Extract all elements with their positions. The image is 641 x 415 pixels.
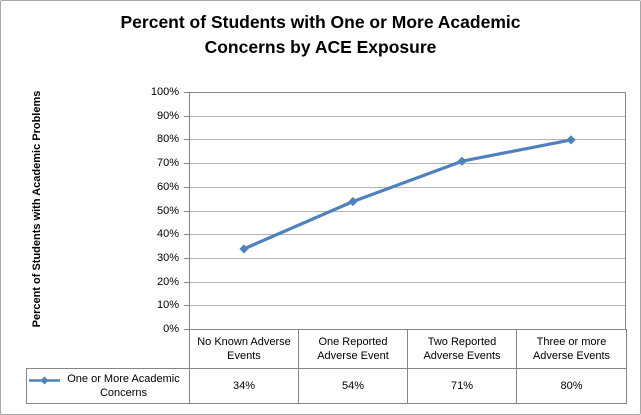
y-tick-label: 0% xyxy=(163,323,179,335)
y-tick-label: 70% xyxy=(156,157,179,170)
category-header-cell: No Known Adverse Events xyxy=(189,329,299,369)
y-tick-label: 60% xyxy=(156,180,179,193)
y-tick-label: 100% xyxy=(150,86,179,98)
category-header-cell: Three or more Adverse Events xyxy=(516,329,627,369)
y-tick-label: 40% xyxy=(156,228,179,241)
table-corner-cell xyxy=(27,330,190,369)
y-axis-title: Percent of Students with Academic Proble… xyxy=(31,90,43,328)
table-header-row: No Known Adverse Events One Reported Adve… xyxy=(27,329,627,369)
series-name: One or More Academic Concerns xyxy=(67,373,180,399)
category-header-cell: Two Reported Adverse Events xyxy=(407,329,517,369)
chart-title-line1: Percent of Students with One or More Aca… xyxy=(120,12,521,32)
plot-area xyxy=(184,92,626,330)
y-tick-label: 20% xyxy=(156,275,179,288)
value-cell: 34% xyxy=(189,368,299,404)
chart-title: Percent of Students with One or More Aca… xyxy=(1,10,640,60)
category-header-cell: One Reported Adverse Event xyxy=(298,329,408,369)
y-tick-label: 30% xyxy=(156,251,179,264)
y-tick-label: 50% xyxy=(156,204,179,217)
value-cell: 71% xyxy=(407,368,517,404)
legend-cell: One or More Academic Concerns xyxy=(26,368,190,404)
y-tick-label: 90% xyxy=(156,109,179,122)
series-key-icon xyxy=(29,375,60,389)
table-value-row: One or More Academic Concerns 34% 54% 71% 8… xyxy=(26,368,627,404)
chart-title-line2: Concerns by ACE Exposure xyxy=(204,37,437,57)
value-cell: 54% xyxy=(298,368,408,404)
y-tick-label: 10% xyxy=(156,299,179,312)
value-cell: 80% xyxy=(516,368,627,404)
data-table: No Known Adverse Events One Reported Adve… xyxy=(26,329,627,404)
y-tick-label: 80% xyxy=(156,133,179,146)
